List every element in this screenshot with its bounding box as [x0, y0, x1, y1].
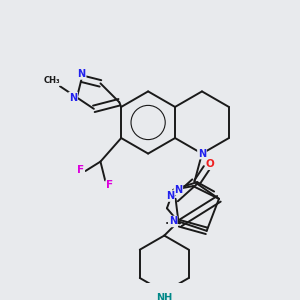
- Text: CH₃: CH₃: [44, 76, 61, 85]
- Text: F: F: [77, 165, 84, 175]
- Text: N: N: [166, 191, 174, 201]
- Text: N: N: [198, 148, 206, 159]
- Text: N: N: [169, 216, 177, 226]
- Text: N: N: [77, 69, 86, 79]
- Text: O: O: [206, 159, 215, 169]
- Text: N: N: [174, 184, 182, 195]
- Text: N: N: [69, 92, 77, 103]
- Text: F: F: [106, 180, 113, 190]
- Text: NH: NH: [156, 293, 172, 300]
